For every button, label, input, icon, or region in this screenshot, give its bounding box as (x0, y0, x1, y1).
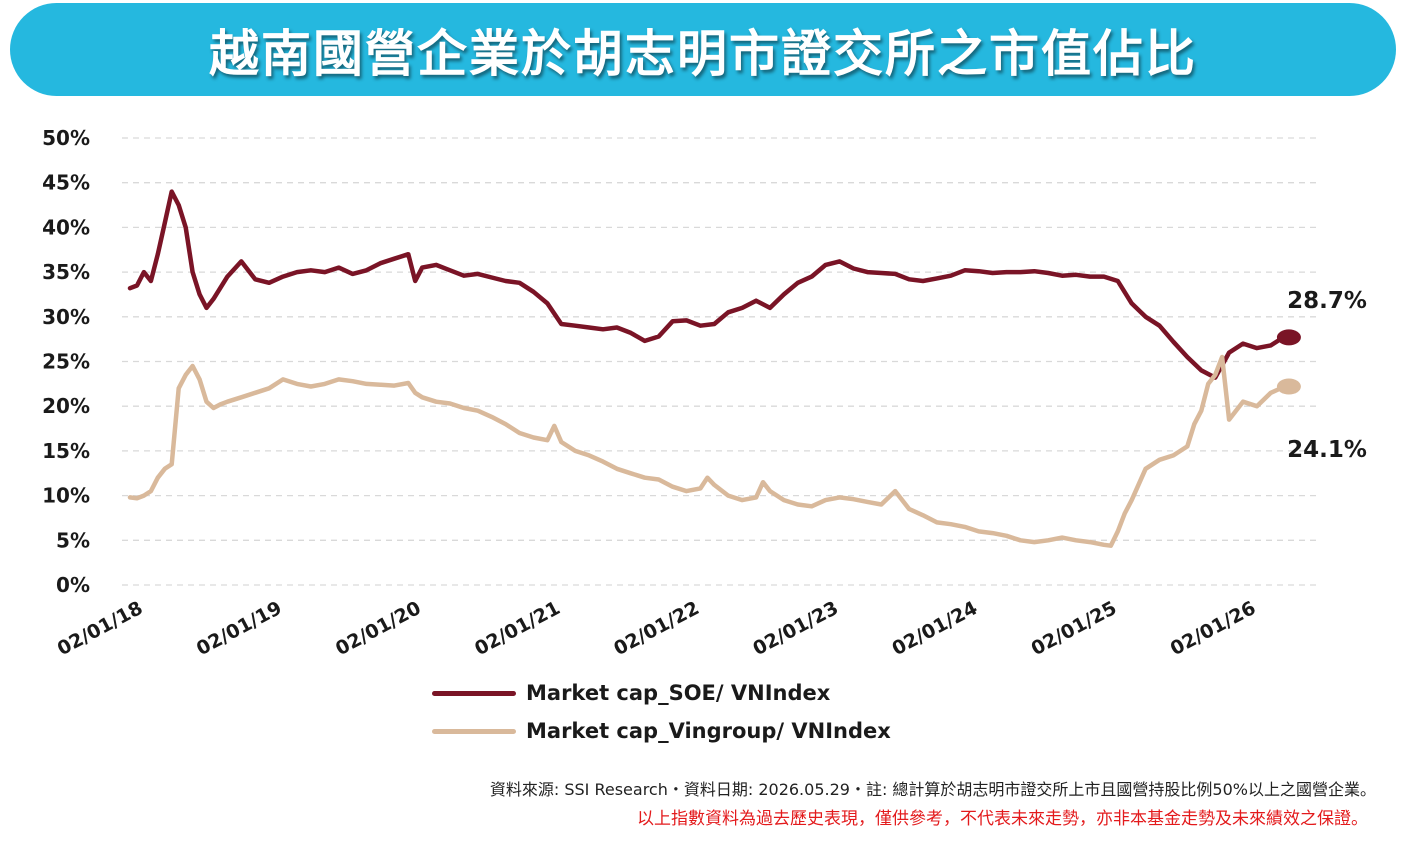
series-lines (127, 189, 1301, 548)
x-tick-label: 02/01/18 (54, 597, 147, 660)
end-labels: 28.7% 24.1% (1287, 288, 1367, 463)
series-line-soe (127, 189, 1292, 380)
legend-item-soe: Market cap_SOE/ VNIndex (432, 674, 1132, 712)
x-tick: 02/01/26 (1167, 597, 1260, 660)
legend-label-vingroup: Market cap_Vingroup/ VNIndex (526, 719, 891, 743)
x-tick: 02/01/24 (888, 597, 981, 660)
x-tick: 02/01/21 (471, 597, 564, 660)
legend: Market cap_SOE/ VNIndex Market cap_Vingr… (432, 674, 1132, 750)
x-tick-label: 02/01/21 (471, 597, 564, 660)
x-tick: 02/01/23 (749, 597, 842, 660)
x-tick: 02/01/19 (193, 597, 286, 660)
x-tick: 02/01/20 (332, 597, 425, 660)
x-tick: 02/01/25 (1028, 597, 1121, 660)
x-tick-label: 02/01/24 (888, 597, 981, 660)
y-tick-label: 30% (42, 305, 90, 329)
source-footnote: 資料來源: SSI Research・資料日期: 2026.05.29・註: 總… (489, 780, 1376, 799)
y-tick-label: 35% (42, 260, 90, 284)
x-tick: 02/01/18 (54, 597, 147, 660)
series-end-label-soe: 28.7% (1287, 288, 1367, 314)
series-end-label-vingroup: 24.1% (1287, 437, 1367, 463)
x-tick-label: 02/01/26 (1167, 597, 1260, 660)
y-tick-label: 10% (42, 484, 90, 508)
legend-label-soe: Market cap_SOE/ VNIndex (526, 681, 831, 705)
x-axis: 02/01/18 02/01/19 02/01/20 02/01/21 02/01/22… (54, 597, 1260, 660)
y-tick-label: 0% (56, 573, 90, 597)
x-tick-label: 02/01/20 (332, 597, 425, 660)
y-tick-label: 15% (42, 439, 90, 463)
series-end-marker-vingroup (1276, 378, 1301, 395)
y-tick-label: 45% (42, 171, 90, 195)
series-line-vingroup (127, 354, 1292, 548)
grid-lines (122, 137, 1320, 586)
x-tick: 02/01/22 (610, 597, 703, 660)
legend-swatch-soe (432, 690, 516, 696)
legend-item-vingroup: Market cap_Vingroup/ VNIndex (432, 712, 1132, 750)
y-tick-label: 25% (42, 350, 90, 374)
y-tick-label: 50% (42, 126, 90, 150)
y-tick-label: 5% (56, 528, 90, 552)
x-tick-label: 02/01/23 (749, 597, 842, 660)
legend-swatch-vingroup (432, 728, 516, 734)
y-tick-label: 40% (42, 215, 90, 239)
chart-title: 越南國營企業於胡志明市證交所之市值佔比 (209, 24, 1197, 83)
title-banner: 越南國營企業於胡志明市證交所之市值佔比 (10, 3, 1396, 96)
x-tick-label: 02/01/19 (193, 597, 286, 660)
disclaimer-note: 以上指數資料為過去歷史表現，僅供參考，不代表未來走勢，亦非本基金走勢及未來績效之… (637, 809, 1368, 829)
series-end-marker-soe (1276, 329, 1301, 346)
x-tick-label: 02/01/22 (610, 597, 703, 660)
y-axis: 0% 5% 10% 15% 20% 25% 30% 35% 40% 45% 50% (42, 126, 90, 597)
x-tick-label: 02/01/25 (1028, 597, 1121, 660)
y-tick-label: 20% (42, 394, 90, 418)
